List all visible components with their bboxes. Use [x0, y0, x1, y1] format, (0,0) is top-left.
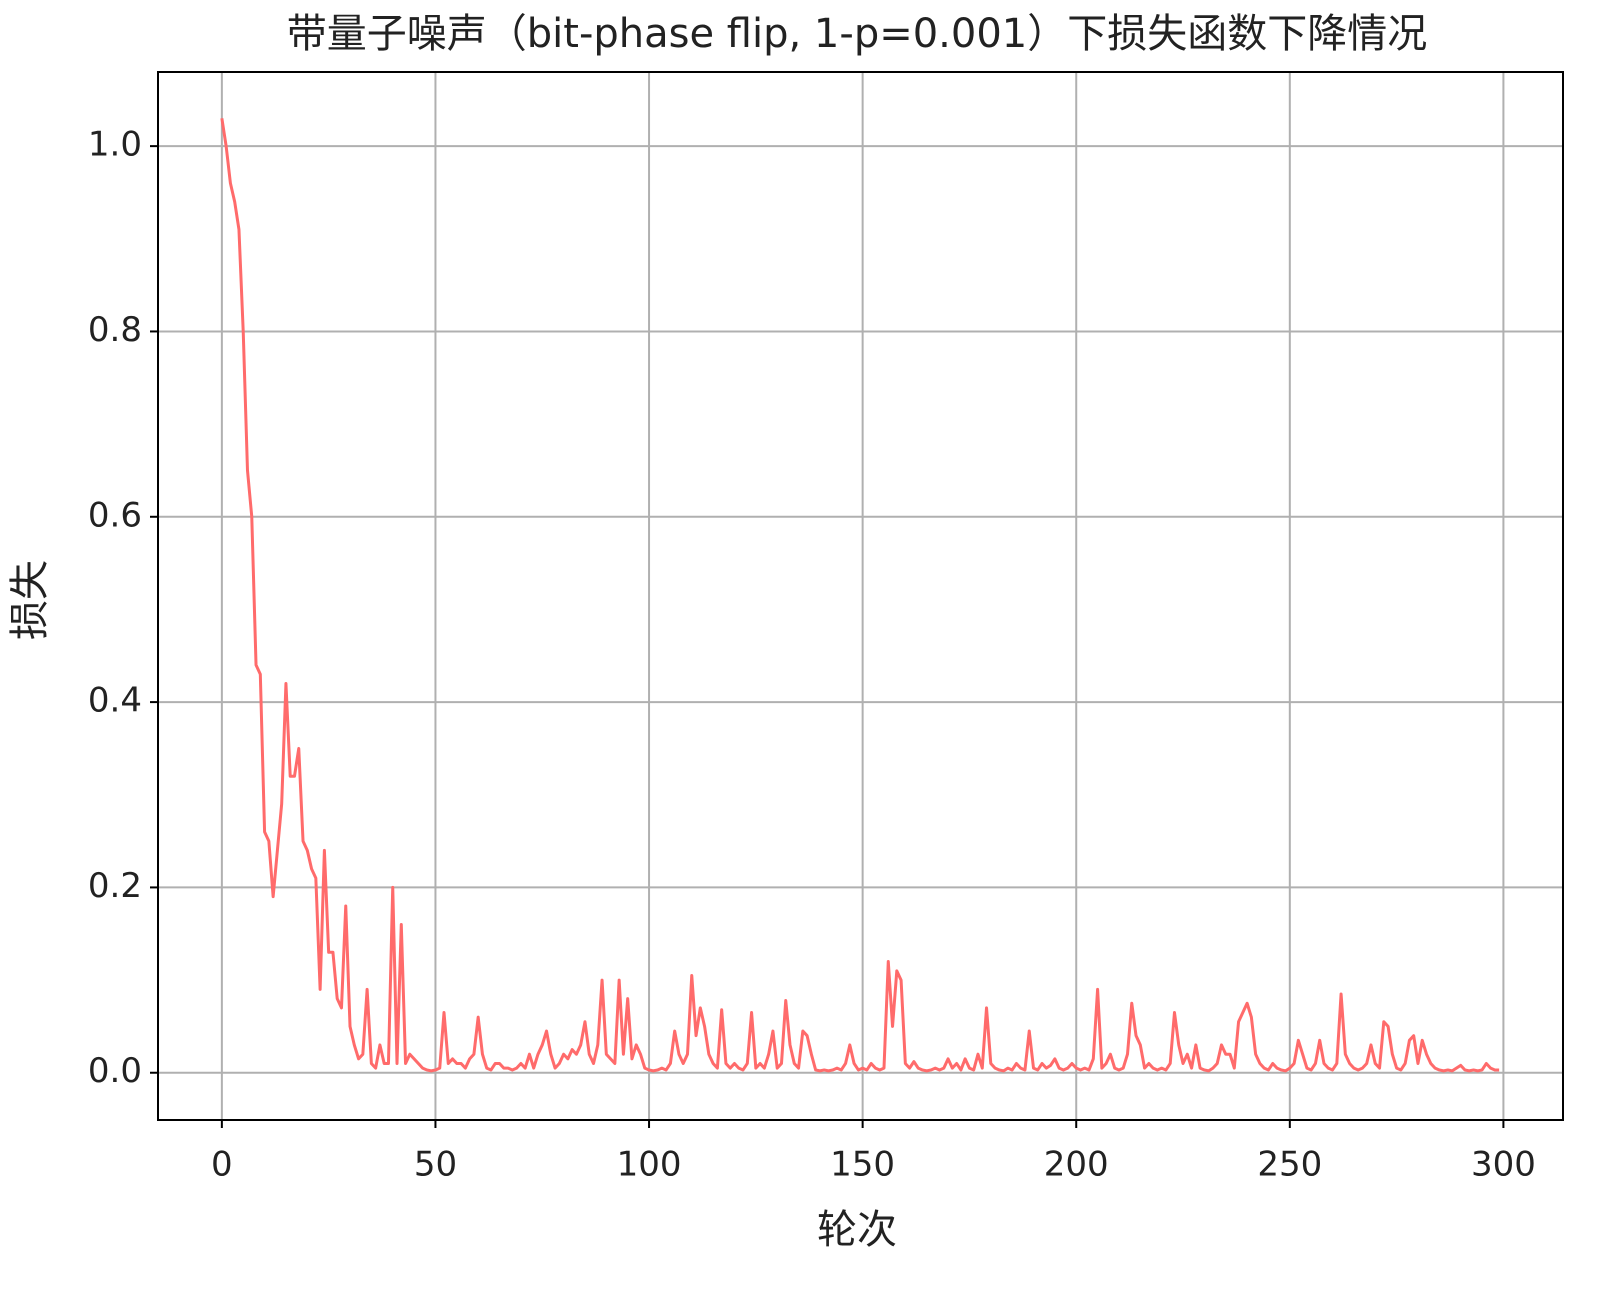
x-tick-label: 250	[1257, 1145, 1322, 1185]
x-tick-label: 50	[414, 1145, 457, 1185]
y-tick-label: 1.0	[88, 125, 142, 165]
y-tick-label: 0.2	[88, 866, 142, 906]
x-tick-label: 100	[617, 1145, 682, 1185]
loss-line	[220, 118, 1500, 1073]
y-axis-label: 损失	[7, 560, 53, 640]
x-tick-label: 0	[211, 1145, 233, 1185]
y-tick-label: 0.6	[88, 495, 142, 535]
chart-title: 带量子噪声（bit-phase flip, 1-p=0.001）下损失函数下降情…	[287, 11, 1427, 57]
x-axis-label: 轮次	[817, 1207, 897, 1253]
x-tick-label: 150	[830, 1145, 895, 1185]
x-tick-label: 300	[1471, 1145, 1536, 1185]
plot-frame	[157, 71, 1564, 1121]
y-tick-label: 0.0	[88, 1051, 142, 1091]
y-tick-label: 0.4	[88, 681, 142, 721]
y-tick-label: 0.8	[88, 310, 142, 350]
x-tick-label: 200	[1044, 1145, 1109, 1185]
